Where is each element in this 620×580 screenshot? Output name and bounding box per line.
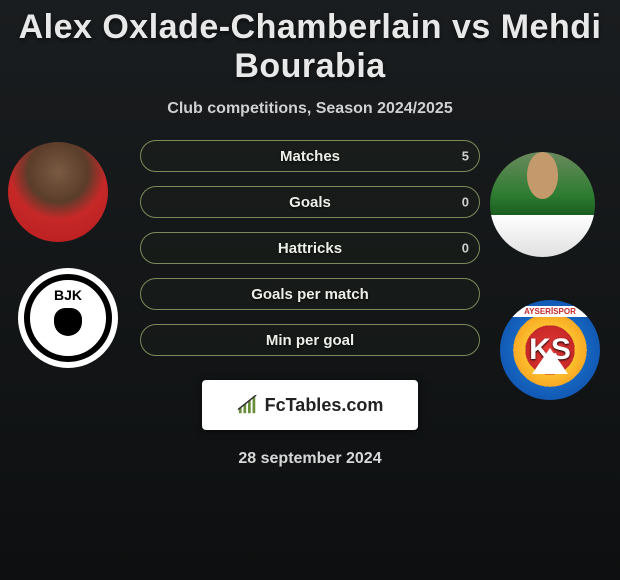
- club-right-badge: [500, 300, 600, 400]
- player-right-avatar: [490, 152, 595, 257]
- stat-mpg-label: Min per goal: [266, 332, 354, 349]
- ks-mountain-icon: [532, 348, 568, 374]
- stat-row-matches: Matches 5: [140, 140, 480, 172]
- stat-rows: Matches 5 Goals 0 Hattricks 0 Goals per …: [140, 136, 480, 356]
- date-text: 28 september 2024: [0, 450, 620, 468]
- fctables-logo-text: FcTables.com: [265, 395, 384, 416]
- bar-chart-icon: [237, 395, 259, 415]
- stat-row-hattricks: Hattricks 0: [140, 232, 480, 264]
- player-left-avatar: [8, 142, 108, 242]
- club-left-badge-img: [18, 268, 118, 368]
- stat-hattricks-label: Hattricks: [278, 240, 342, 257]
- stat-gpm-label: Goals per match: [251, 286, 369, 303]
- player-left-avatar-img: [8, 142, 108, 242]
- comparison-panel: Matches 5 Goals 0 Hattricks 0 Goals per …: [0, 136, 620, 468]
- stat-row-goals-per-match: Goals per match: [140, 278, 480, 310]
- stat-hattricks-right: 0: [462, 241, 469, 256]
- stat-goals-right: 0: [462, 195, 469, 210]
- club-left-badge: [18, 268, 118, 368]
- stat-goals-label: Goals: [289, 194, 331, 211]
- player-right-avatar-img: [490, 152, 595, 257]
- stat-row-goals: Goals 0: [140, 186, 480, 218]
- stat-matches-label: Matches: [280, 148, 340, 165]
- club-right-badge-img: [500, 300, 600, 400]
- fctables-logo-box: FcTables.com: [202, 380, 418, 430]
- subtitle: Club competitions, Season 2024/2025: [0, 100, 620, 118]
- stat-row-min-per-goal: Min per goal: [140, 324, 480, 356]
- page-title: Alex Oxlade-Chamberlain vs Mehdi Bourabi…: [0, 0, 620, 90]
- stat-matches-right: 5: [462, 149, 469, 164]
- bjk-eagle-icon: [54, 308, 82, 336]
